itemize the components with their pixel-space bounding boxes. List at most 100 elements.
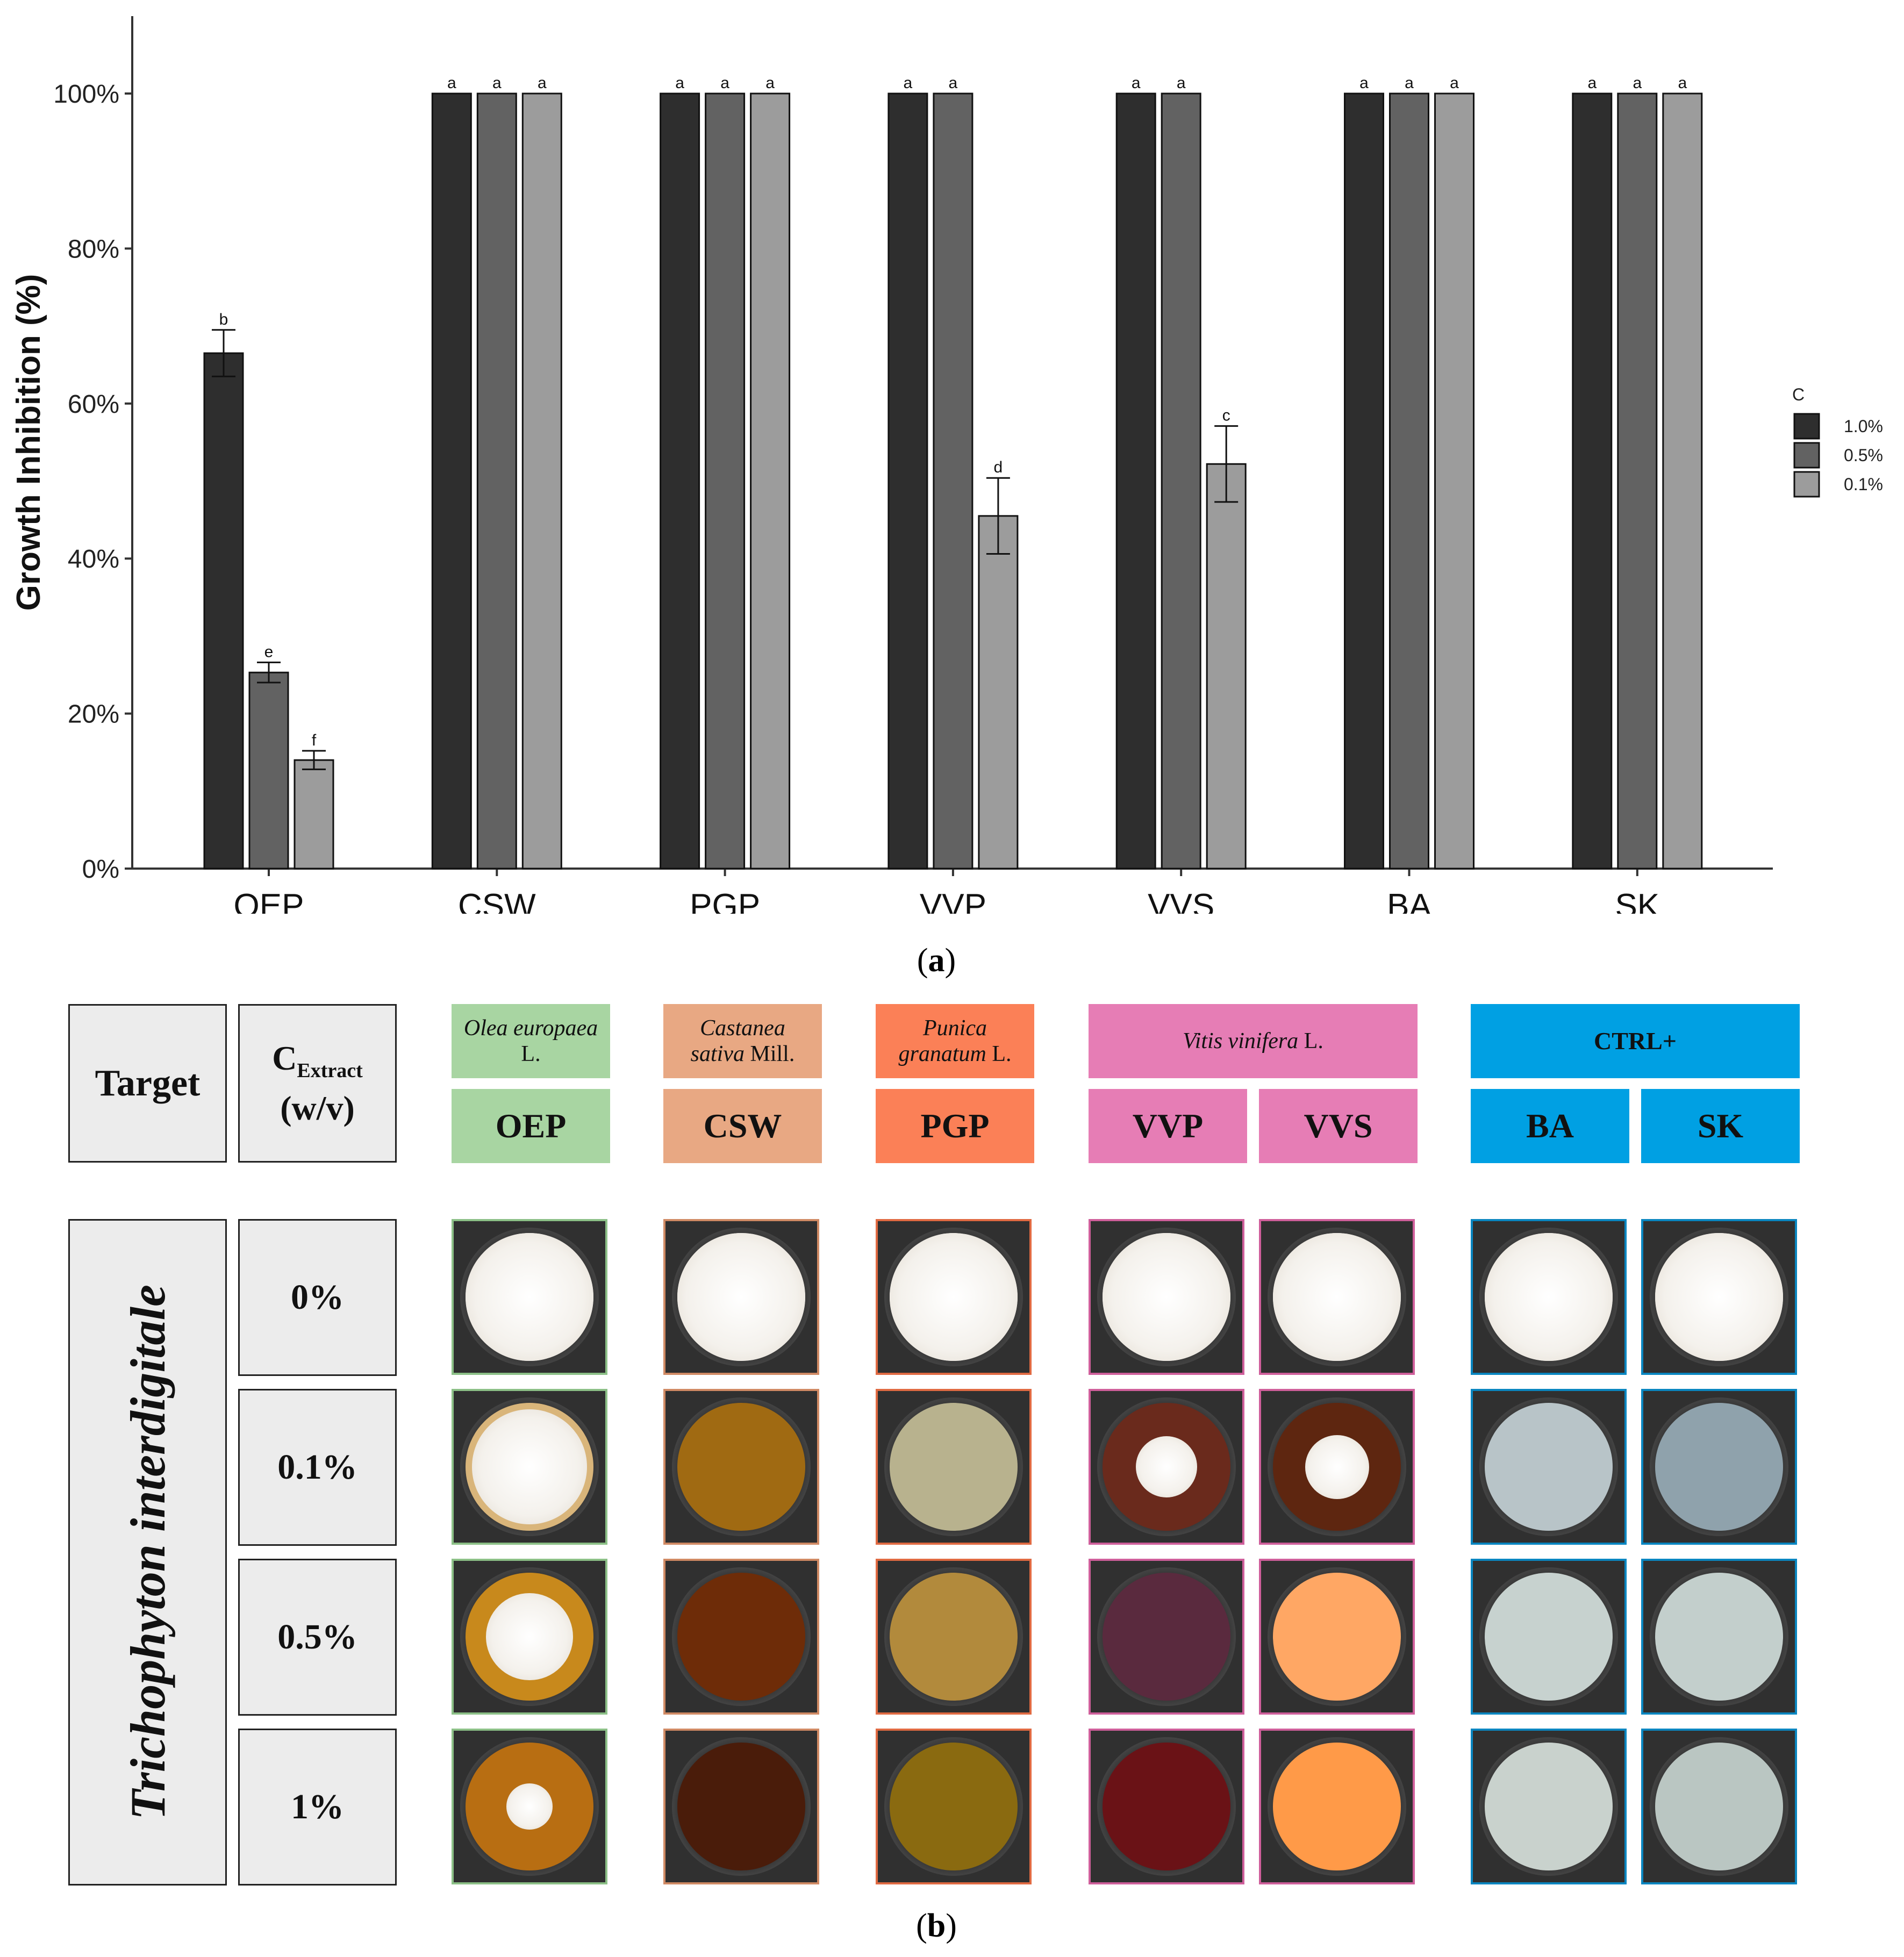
fungal-colony bbox=[1305, 1435, 1369, 1499]
agar-medium bbox=[1273, 1573, 1401, 1701]
extract-code-oep: OEP bbox=[452, 1089, 610, 1163]
significance-letter: a bbox=[949, 74, 958, 92]
y-tick-label: 40% bbox=[68, 545, 119, 574]
source-species-name: Castanea sativa bbox=[690, 1016, 785, 1066]
petri-plate bbox=[663, 1389, 819, 1545]
bar-sk-1-0pct bbox=[1572, 92, 1613, 870]
significance-letter: b bbox=[219, 311, 228, 328]
significance-letter: a bbox=[675, 74, 684, 92]
petri-plate bbox=[1641, 1389, 1797, 1545]
fungal-colony bbox=[1655, 1233, 1783, 1361]
petri-plate bbox=[452, 1219, 607, 1375]
agar-medium bbox=[1485, 1743, 1613, 1870]
y-tick-label: 60% bbox=[68, 390, 119, 419]
petri-plate bbox=[876, 1559, 1032, 1715]
significance-letter: a bbox=[1177, 74, 1186, 92]
fungal-colony bbox=[506, 1783, 553, 1830]
source-label: Olea europaea L. bbox=[462, 1015, 599, 1067]
petri-plate bbox=[1089, 1729, 1244, 1884]
bar-pgp-1-0pct bbox=[660, 92, 700, 870]
significance-letter: a bbox=[492, 74, 502, 92]
x-tick-label: BA bbox=[1387, 887, 1431, 914]
growth-inhibition-chart: 0% 20% 40% 60% 80% 100% Growth Inhibition (%) O… bbox=[10, 16, 1883, 914]
agar-medium bbox=[677, 1743, 805, 1870]
agar-medium bbox=[1273, 1743, 1401, 1870]
conc-symbol: C bbox=[272, 1039, 297, 1078]
significance-letter: a bbox=[1587, 74, 1597, 92]
significance-letter: a bbox=[538, 74, 547, 92]
bar-pgp-0-5pct bbox=[705, 92, 746, 870]
y-tick-label: 80% bbox=[68, 235, 119, 263]
significance-letter: a bbox=[1633, 74, 1642, 92]
petri-plate bbox=[876, 1219, 1032, 1375]
concentration-label: 0% bbox=[238, 1219, 397, 1376]
petri-plate bbox=[1259, 1389, 1415, 1545]
bar-ba-0-5pct bbox=[1389, 92, 1429, 870]
bar-csw-0-5pct bbox=[476, 92, 517, 870]
bar-vvp-0-5pct bbox=[933, 92, 974, 870]
petri-plate bbox=[1259, 1729, 1415, 1884]
x-tick-label: CSW bbox=[458, 887, 536, 914]
extract-code-ba: BA bbox=[1471, 1089, 1629, 1163]
significance-letter: a bbox=[1405, 74, 1414, 92]
petri-plate bbox=[1471, 1559, 1627, 1715]
fungal-colony bbox=[677, 1233, 805, 1361]
petri-plate bbox=[876, 1729, 1032, 1884]
source-species-authority: L. bbox=[521, 1042, 541, 1066]
significance-letter: e bbox=[264, 643, 274, 661]
agar-medium bbox=[1655, 1403, 1783, 1531]
source-header-1: Castanea sativa Mill. bbox=[663, 1004, 822, 1078]
source-species-name: Vitis vinifera bbox=[1183, 1029, 1299, 1053]
significance-letter: a bbox=[765, 74, 775, 92]
petri-plate bbox=[1641, 1729, 1797, 1884]
significance-letter: d bbox=[994, 458, 1003, 476]
significance-letter: a bbox=[447, 74, 456, 92]
petri-plate bbox=[1471, 1219, 1627, 1375]
concentration-label: 0.5% bbox=[238, 1559, 397, 1716]
x-tick-label: SK bbox=[1615, 887, 1659, 914]
significance-letter: a bbox=[1132, 74, 1141, 92]
panel-b-label: (b) bbox=[916, 1908, 957, 1944]
extract-code-pgp: PGP bbox=[876, 1089, 1034, 1163]
concentration-label: 1% bbox=[238, 1729, 397, 1886]
y-tick-label: 0% bbox=[82, 855, 119, 884]
significance-letter: a bbox=[1450, 74, 1459, 92]
fungal-colony bbox=[1273, 1233, 1401, 1361]
concentration-header-label: CExtract bbox=[272, 1040, 363, 1089]
petri-plate bbox=[1089, 1559, 1244, 1715]
concentration-header: CExtract (w/v) bbox=[238, 1004, 397, 1163]
y-axis-title: Growth Inhibition (%) bbox=[10, 274, 47, 611]
petri-plate bbox=[452, 1729, 607, 1884]
source-header-2: Punica granatum L. bbox=[876, 1004, 1034, 1078]
fungal-colony bbox=[1485, 1233, 1613, 1361]
significance-letter: c bbox=[1222, 407, 1230, 425]
concentration-label: 0.1% bbox=[238, 1389, 397, 1546]
petri-plate bbox=[1641, 1559, 1797, 1715]
bar-ba-1-0pct bbox=[1344, 92, 1384, 870]
bar-vvp-1-0pct bbox=[887, 92, 928, 870]
petri-plate bbox=[1471, 1729, 1627, 1884]
y-tick-label: 20% bbox=[68, 700, 119, 729]
extract-code-vvp: VVP bbox=[1089, 1089, 1247, 1163]
petri-plate bbox=[1089, 1389, 1244, 1545]
petri-plate bbox=[663, 1559, 819, 1715]
petri-plate bbox=[1259, 1559, 1415, 1715]
significance-letter: a bbox=[1359, 74, 1369, 92]
source-species-authority: L. bbox=[986, 1042, 1012, 1066]
bar-csw-1-0pct bbox=[431, 92, 472, 870]
significance-letter: f bbox=[312, 732, 317, 749]
fungal-colony bbox=[1135, 1436, 1198, 1498]
legend-label: 1.0% bbox=[1844, 417, 1883, 436]
bar-oep-1-0pct bbox=[203, 352, 244, 870]
legend-label: 0.5% bbox=[1844, 446, 1883, 465]
agar-medium bbox=[1655, 1573, 1783, 1701]
agar-medium bbox=[1103, 1573, 1230, 1701]
petri-plate bbox=[663, 1729, 819, 1884]
source-species-authority: Mill. bbox=[744, 1042, 795, 1066]
source-species-name: Punica granatum bbox=[898, 1016, 987, 1066]
legend-swatch bbox=[1793, 471, 1820, 498]
bar-vvs-0-5pct bbox=[1161, 92, 1201, 870]
bar-vvp-0-1pct bbox=[978, 515, 1019, 870]
significance-letter: a bbox=[720, 74, 729, 92]
petri-plate bbox=[1259, 1219, 1415, 1375]
